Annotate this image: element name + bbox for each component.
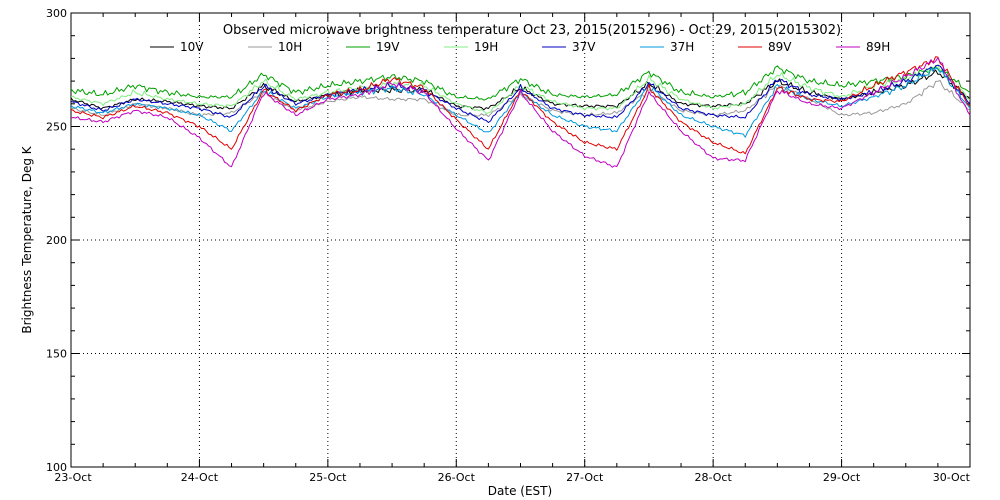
legend-label-10h: 10H xyxy=(278,40,302,54)
x-tick-label: 27-Oct xyxy=(566,471,604,484)
legend-label-89h: 89H xyxy=(866,40,890,54)
x-tick-label: 28-Oct xyxy=(694,471,732,484)
y-tick-label: 150 xyxy=(46,348,67,361)
y-axis-label: Brightness Temperature, Deg K xyxy=(20,145,34,333)
legend-label-89v: 89V xyxy=(768,40,792,54)
x-tick-label: 26-Oct xyxy=(438,471,476,484)
y-tick-label: 100 xyxy=(46,461,67,474)
y-tick-label: 200 xyxy=(46,234,67,247)
series-line-89v xyxy=(70,56,971,155)
chart-title: Observed microwave brightness temperatur… xyxy=(223,23,841,38)
legend-label-19h: 19H xyxy=(474,40,498,54)
x-axis-label: Date (EST) xyxy=(488,484,552,498)
legend-label-37h: 37H xyxy=(670,40,694,54)
legend-label-10v: 10V xyxy=(180,40,204,54)
series-line-37v xyxy=(70,64,971,123)
x-tick-label: 23-Oct xyxy=(54,471,92,484)
x-tick-label: 29-Oct xyxy=(823,471,861,484)
grid-lines xyxy=(71,13,970,467)
y-tick-label: 250 xyxy=(46,121,67,134)
y-tick-label: 300 xyxy=(46,7,67,20)
series-line-19v xyxy=(70,65,971,101)
x-tick-label: 24-Oct xyxy=(181,471,219,484)
series-lines xyxy=(70,56,971,168)
legend-label-19v: 19V xyxy=(376,40,400,54)
legend: 10V 10H 19V 19H 37V 37H 89V 89H xyxy=(150,40,890,54)
x-tick-label: 25-Oct xyxy=(309,471,347,484)
legend-label-37v: 37V xyxy=(572,40,596,54)
series-line-89h xyxy=(70,57,971,168)
axis-ticks: 100 150 200 250 300 23-Oct 24-Oct 25-Oct 26-Oct 2… xyxy=(46,7,971,484)
series-line-37h xyxy=(70,67,971,138)
x-tick-label: 30-Oct xyxy=(933,471,971,484)
